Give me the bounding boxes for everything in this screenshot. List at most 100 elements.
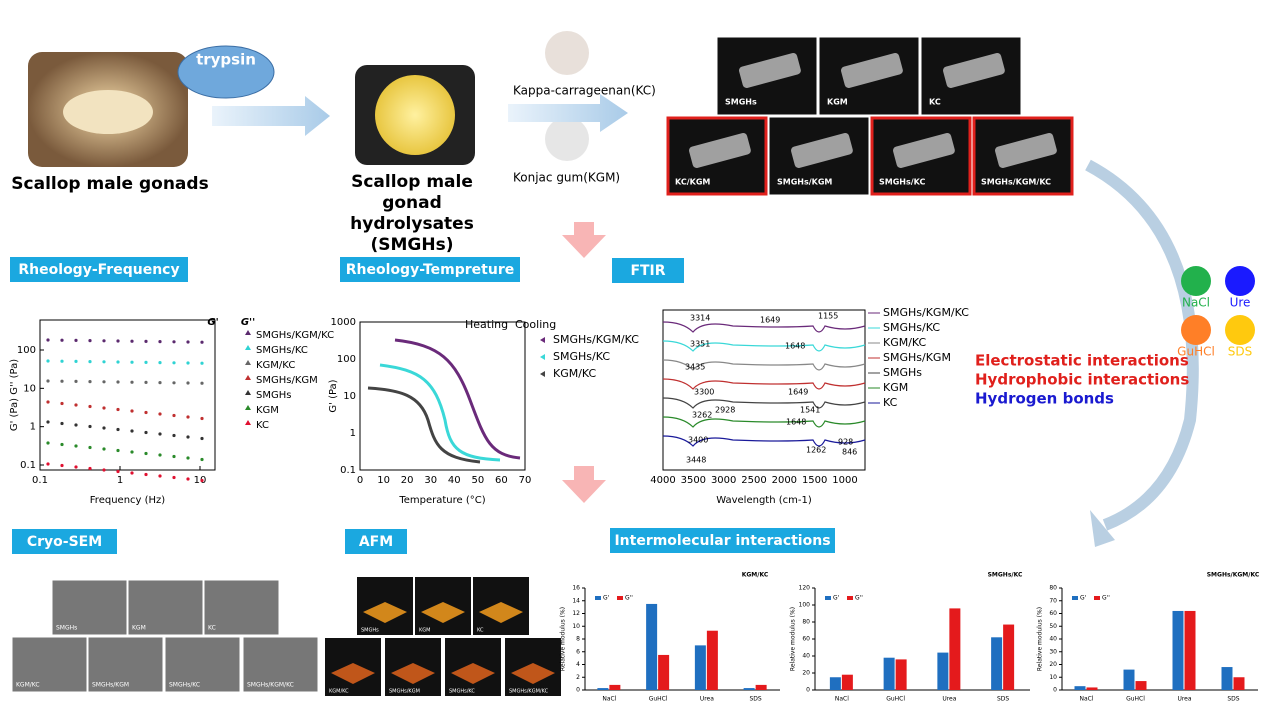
sketch-point xyxy=(102,447,106,451)
sketch-point xyxy=(172,433,176,438)
bar xyxy=(1221,667,1233,690)
reagent-dot xyxy=(1225,315,1255,345)
y-tick-label: 8 xyxy=(576,636,580,643)
bar xyxy=(1123,669,1135,690)
bar xyxy=(1172,610,1184,690)
legend-label: SMGHs/KGM/KC xyxy=(553,333,639,346)
source-label: Scallop male gonads xyxy=(11,174,208,194)
reagent-label: NaCl xyxy=(1182,296,1210,310)
section-title: FTIR xyxy=(630,263,665,279)
sketch-point xyxy=(60,421,64,426)
sketch-point xyxy=(88,360,92,364)
x-tick-label: 1 xyxy=(117,475,123,486)
sketch-point xyxy=(46,338,50,342)
afm-surface xyxy=(391,663,435,684)
vial-photo xyxy=(769,117,869,195)
sketch-point xyxy=(102,360,106,364)
curved-arrow xyxy=(1085,159,1199,531)
y-tick-label: 12 xyxy=(572,610,580,617)
sketch-point xyxy=(102,380,106,384)
sketch-point xyxy=(74,338,78,342)
x-tick-label: 20 xyxy=(401,475,414,486)
sketch-point xyxy=(60,379,64,383)
x-tick-label: 10 xyxy=(194,475,207,486)
peak-label: 1155 xyxy=(818,312,838,321)
section-title: Rheology-Frequency xyxy=(18,262,179,278)
y-tick-label: 80 xyxy=(1049,585,1057,592)
x-tick-label: Urea xyxy=(1177,696,1191,703)
sketch-point xyxy=(116,448,120,453)
x-tick-label: 0.1 xyxy=(32,475,48,486)
sketch-point xyxy=(130,409,134,413)
afm-label: SMGHs/KC xyxy=(449,689,475,695)
legend-marker xyxy=(245,375,251,380)
product-label: Scallop male xyxy=(351,172,473,192)
x-tick-label: 50 xyxy=(471,475,484,486)
sketch-point xyxy=(46,441,50,445)
afm-surface xyxy=(363,602,407,623)
peak-label: 3448 xyxy=(686,456,706,465)
legend-label: KC xyxy=(883,396,898,409)
bar xyxy=(937,652,949,690)
sketch-point xyxy=(74,465,78,469)
sketch-point xyxy=(60,359,64,363)
sketch-point xyxy=(46,462,50,466)
chart-title: SMGHs/KC xyxy=(988,572,1023,579)
y-tick-label: 120 xyxy=(799,585,811,592)
vial xyxy=(791,132,853,168)
sketch-point xyxy=(74,423,78,427)
sketch-point xyxy=(74,444,78,448)
sketch-point xyxy=(88,466,92,471)
sketch-point xyxy=(60,338,64,342)
interaction-label: Hydrogen bonds xyxy=(975,390,1114,408)
sketch-point xyxy=(88,380,92,384)
legend-header: G'' xyxy=(241,317,255,328)
interaction-label: Hydrophobic interactions xyxy=(975,371,1189,389)
x-tick-label: GuHCl xyxy=(1126,696,1145,703)
legend-label: SMGHs/KGM xyxy=(256,375,318,386)
sketch-point xyxy=(102,426,106,430)
product-label: gonad xyxy=(382,193,442,213)
legend-marker xyxy=(540,371,545,377)
sketch-point xyxy=(102,468,106,472)
sketch-point xyxy=(102,406,106,410)
y-tick-label: 0 xyxy=(806,687,810,694)
legend-swatch xyxy=(595,596,601,600)
bar xyxy=(1135,681,1147,690)
x-tick-label: NaCl xyxy=(602,696,616,703)
y-tick-label: 0.1 xyxy=(20,460,36,471)
y-tick-label: 10 xyxy=(343,391,356,402)
sketch-point xyxy=(158,381,162,385)
y-tick-label: 30 xyxy=(1049,648,1057,655)
sketch-curve xyxy=(379,363,501,462)
powder xyxy=(375,75,455,155)
curved-arrow-head xyxy=(1090,510,1115,547)
down-arrow xyxy=(562,466,606,503)
vial-photo xyxy=(717,37,817,115)
bar xyxy=(597,688,609,690)
sketch-point xyxy=(200,436,204,441)
sketch-point xyxy=(130,339,134,343)
sketch-point xyxy=(144,472,148,477)
y-tick-label: 70 xyxy=(1049,597,1057,604)
sketch-point xyxy=(144,430,148,435)
legend-label: SMGHs xyxy=(883,366,922,379)
legend-label: KGM/KC xyxy=(883,336,927,349)
product-label: hydrolysates xyxy=(350,214,474,234)
legend-marker xyxy=(245,390,251,395)
bar xyxy=(949,608,961,690)
sem-label: KC xyxy=(208,625,216,632)
sketch-point xyxy=(116,339,120,343)
section-header xyxy=(340,257,520,282)
afm-surface xyxy=(479,602,523,623)
y-tick-label: 1 xyxy=(30,422,36,433)
x-tick-label: 40 xyxy=(448,475,461,486)
afm-label: KGM/KC xyxy=(329,689,349,695)
section-header xyxy=(12,529,117,554)
chart-title: SMGHs/KGM/KC xyxy=(1207,572,1260,579)
peak-label: 3314 xyxy=(690,314,710,323)
y-tick-label: 2 xyxy=(576,674,580,681)
sem-image xyxy=(11,636,88,693)
y-tick-label: 0 xyxy=(1053,687,1057,694)
y-tick-label: 100 xyxy=(17,345,36,356)
